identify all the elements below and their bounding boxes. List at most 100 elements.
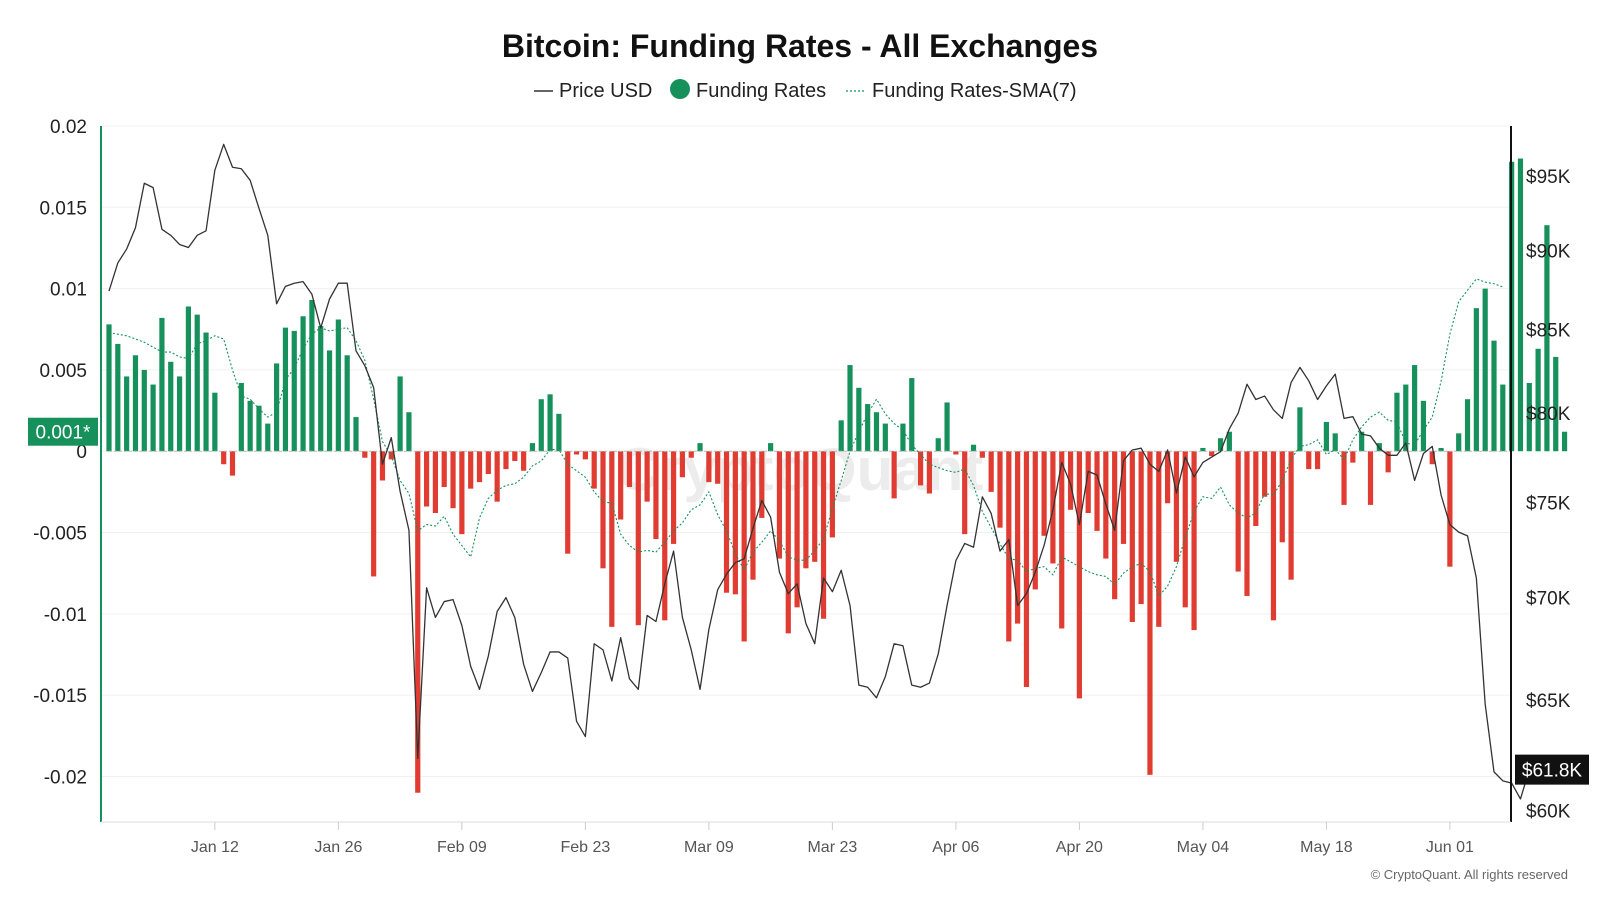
funding-bar-133 [1279,451,1285,543]
funding-bar-37 [432,451,438,514]
x-tick-label: May 18 [1300,839,1353,856]
funding-bar-132 [1270,451,1277,621]
funding-bar-155 [1473,308,1479,452]
funding-bar-50 [547,394,553,452]
funding-bar-68 [706,451,712,483]
funding-bar-55 [591,451,597,489]
x-tick-label: Mar 09 [684,839,734,856]
funding-bar-128 [1235,451,1241,572]
funding-bar-78 [794,451,800,608]
funding-bar-70 [723,451,730,593]
funding-bar-56 [600,451,606,569]
funding-bar-103 [1015,451,1021,624]
axes [100,126,1512,823]
funding-bar-65 [679,451,686,478]
funding-bar-102 [1006,451,1012,642]
x-tick-label: Jan 26 [314,839,362,856]
funding-bar-147 [1403,384,1409,452]
right-tick-label: $90K [1526,242,1571,263]
left-tick-label: -0.015 [33,686,87,707]
x-tick-label: Mar 23 [807,839,857,856]
funding-bar-127 [1226,431,1232,452]
funding-bar-40 [459,451,465,535]
funding-bar-45 [503,451,509,470]
funding-bar-121 [1173,451,1180,562]
funding-bar-80 [812,451,818,562]
funding-bar-106 [1041,451,1047,536]
funding-bar-85 [856,387,862,452]
funding-bar-160 [1517,158,1524,452]
chart-legend: Price USD Funding Rates Funding Rates-SM… [534,79,1077,102]
current-funding-tag-bg [28,417,98,446]
legend-funding-label[interactable]: Funding Rates [696,80,826,102]
funding-bar-13 [221,451,227,465]
funding-bar-1 [115,343,121,452]
funding-bar-161 [1526,382,1532,452]
funding-bar-63 [662,451,668,621]
funding-bar-17 [256,405,262,452]
x-tick-label: Feb 09 [437,839,487,856]
funding-bar-0 [106,324,112,452]
funding-bar-54 [582,451,588,460]
funding-bar-86 [865,404,871,452]
funding-bar-62 [653,451,659,540]
funding-bar-115 [1120,451,1127,544]
funding-bar-64 [670,451,677,544]
left-tick-label: -0.02 [44,767,87,788]
funding-bar-162 [1535,348,1541,452]
funding-bar-92 [917,451,924,486]
funding-bar-163 [1544,225,1550,452]
funding-bar-164 [1553,356,1559,452]
funding-bar-67 [697,443,703,452]
funding-bar-131 [1262,451,1268,497]
funding-bar-22 [300,316,306,452]
funding-bar-11 [203,332,209,452]
funding-bar-5 [150,384,156,452]
funding-bar-126 [1217,438,1224,452]
funding-bar-95 [944,402,950,452]
funding-bar-38 [441,451,447,488]
x-tick-label: May 04 [1177,839,1230,856]
funding-bar-53 [573,451,580,455]
funding-bar-36 [423,451,430,507]
funding-bar-21 [291,330,297,452]
funding-bar-142 [1359,431,1365,452]
funding-bar-29 [362,451,368,458]
funding-bar-111 [1085,451,1091,514]
left-tick-label: 0.015 [39,198,87,219]
copyright-text: © CryptoQuant. All rights reserved [1371,867,1568,882]
funding-bar-30 [371,451,377,577]
funding-bar-96 [953,451,959,455]
funding-bar-149 [1420,400,1427,452]
funding-bar-33 [397,376,403,452]
funding-bar-41 [468,451,474,489]
legend-sma-label[interactable]: Funding Rates-SMA(7) [872,80,1077,102]
legend-price-label[interactable]: Price USD [559,80,652,102]
funding-bar-23 [309,300,315,452]
funding-bar-69 [715,451,721,484]
funding-bar-4 [141,369,147,452]
funding-bar-141 [1350,451,1356,463]
funding-bar-125 [1209,451,1215,457]
funding-bar-148 [1412,365,1418,452]
funding-bar-31 [379,451,386,481]
funding-bar-58 [618,451,624,520]
funding-bar-61 [644,451,650,502]
funding-bar-82 [829,451,835,538]
funding-bar-73 [750,451,756,580]
right-tick-label: $75K [1526,493,1571,514]
left-tick-label: -0.01 [44,605,87,626]
funding-bar-16 [247,400,253,452]
funding-bar-146 [1394,392,1400,452]
funding-bar-120 [1165,451,1171,504]
funding-bar-87 [873,412,880,452]
funding-bar-130 [1253,451,1259,527]
funding-bar-88 [882,423,888,452]
funding-bar-59 [626,451,633,488]
funding-bar-140 [1341,451,1347,505]
funding-bar-108 [1059,451,1065,629]
funding-bar-34 [406,412,412,452]
funding-bar-94 [935,438,941,452]
funding-bar-110 [1076,451,1082,699]
